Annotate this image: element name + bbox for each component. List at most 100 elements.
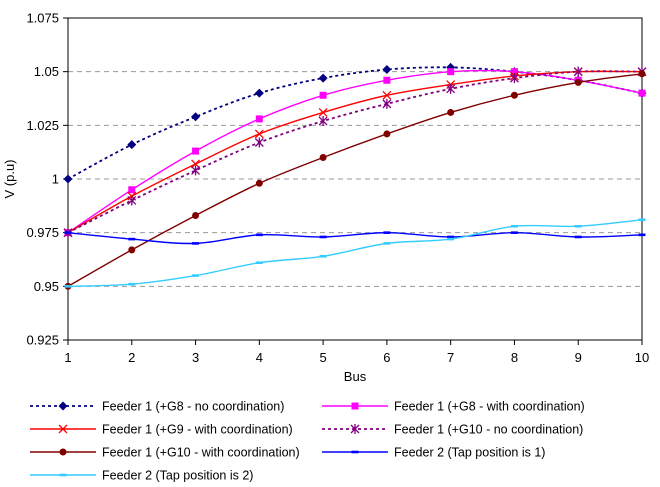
data-point [192,274,200,277]
data-point [383,76,391,84]
data-point [319,91,327,99]
data-point [254,129,264,139]
data-point [383,231,391,234]
data-point [638,89,646,97]
series-line [67,69,643,234]
x-axis-title: Bus [344,369,367,384]
data-point [64,285,72,288]
data-point [318,107,328,117]
legend-marker [59,448,67,456]
data-point [573,66,583,77]
data-point [191,159,201,169]
series-line [67,66,643,180]
x-tick-label: 7 [447,350,454,365]
data-point [191,112,201,122]
data-point [128,246,136,254]
x-tick-label: 1 [64,350,71,365]
data-point [128,186,136,194]
data-point [510,224,518,228]
y-tick-label: 0.95 [34,279,59,294]
y-tick-label: 0.925 [26,333,59,348]
series-lines [63,62,647,290]
data-point [638,218,646,222]
x-tick-label: 9 [575,350,582,365]
data-point [383,130,391,138]
data-point [318,73,328,83]
series-4 [63,66,647,238]
legend-entry: Feeder 2 (Tap position is 1) [322,446,545,460]
data-point [255,233,263,237]
data-point [127,195,137,206]
data-point [447,108,455,116]
data-point [319,254,327,258]
legend-marker [351,402,359,410]
data-point [254,88,264,98]
y-tick-label: 1 [52,172,59,187]
data-point [574,224,582,228]
x-tick-label: 10 [635,350,649,365]
data-point [127,140,137,150]
data-point [574,235,582,239]
legend-label: Feeder 1 (+G8 - no coordination) [102,400,284,414]
data-point [510,231,518,234]
data-point [319,235,327,239]
series-line [67,73,643,287]
series-6 [64,231,646,245]
data-point [382,90,392,100]
y-axis-title: V (p.u) [2,159,17,198]
legend-marker [58,424,68,434]
data-point [128,237,136,241]
legend-label: Feeder 1 (+G10 - with coordination) [102,446,300,460]
series-7 [64,218,646,288]
data-point [254,137,264,148]
legend-label: Feeder 2 (Tap position is 1) [394,446,545,460]
axis-ticks: 0.925 0.95 0.975 1 1.025 1.05 1.075 1 2 3 4 5 6 7 8 9 10 [26,11,649,366]
data-point [128,282,136,286]
x-tick-label: 4 [256,350,263,365]
data-point [383,242,391,245]
data-point [447,237,455,241]
gridlines [68,71,642,287]
data-point [447,235,455,239]
legend-entry: Feeder 1 (+G10 - with coordination) [30,446,300,460]
legend-marker [58,401,68,411]
data-point [319,154,327,162]
data-point [255,261,263,265]
legend-marker [350,424,360,434]
data-point [509,73,519,84]
data-point [382,65,392,75]
data-point [447,68,455,76]
legend-entry: Feeder 1 (+G10 - no coordination) [322,423,583,437]
legend-entry: Feeder 1 (+G8 - no coordination) [30,400,284,414]
series-1 [63,62,647,184]
series-5 [64,70,646,290]
data-point [63,174,73,184]
x-tick-label: 6 [383,350,390,365]
legend-marker [351,450,359,454]
data-point [510,68,518,76]
data-point [638,233,646,237]
legend-label: Feeder 2 (Tap position is 2) [102,469,253,483]
data-point [64,231,72,234]
data-point [638,70,646,78]
data-point [318,116,328,127]
legend-entry: Feeder 1 (+G9 - with coordination) [30,423,293,437]
series-line [67,219,643,288]
legend-label: Feeder 1 (+G8 - with coordination) [394,400,585,414]
data-point [574,78,582,86]
y-tick-label: 1.075 [26,11,59,26]
x-tick-label: 2 [128,350,135,365]
legend: Feeder 1 (+G8 - no coordination) Feeder 1… [30,400,585,483]
series-2 [64,68,646,237]
legend-label: Feeder 1 (+G9 - with coordination) [102,423,293,437]
series-line [67,70,643,234]
y-tick-label: 1.05 [34,64,59,79]
data-point [446,83,456,94]
legend-entry: Feeder 1 (+G8 - with coordination) [322,400,585,414]
data-point [255,115,263,123]
x-tick-label: 8 [511,350,518,365]
data-point [192,242,200,245]
series-line [67,70,643,234]
legend-label: Feeder 1 (+G10 - no coordination) [394,423,583,437]
